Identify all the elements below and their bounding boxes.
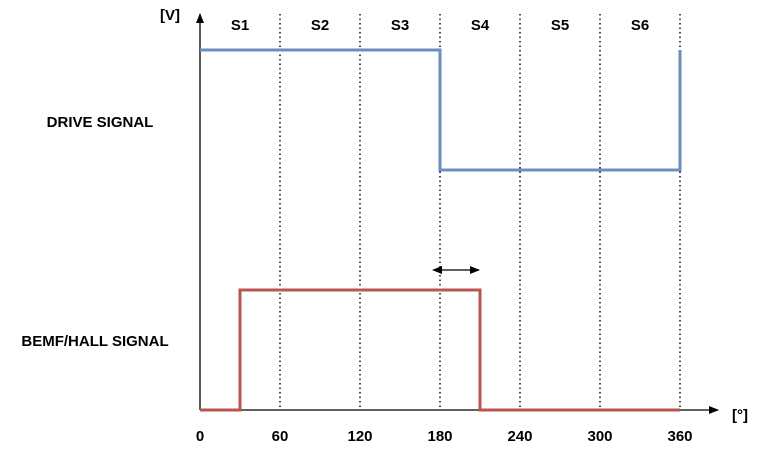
sector-labels: S1 S2 S3 S4 S5 S6: [231, 17, 649, 34]
sector-label-s4: S4: [471, 17, 490, 34]
x-tick-label-180: 180: [427, 428, 452, 445]
sector-label-s3: S3: [391, 17, 409, 34]
x-tick-label-300: 300: [587, 428, 612, 445]
series-layer: [200, 48, 682, 412]
sector-label-s6: S6: [631, 17, 649, 34]
x-tick-label-120: 120: [347, 428, 372, 445]
x-tick-label-0: 0: [196, 428, 204, 445]
series-line-2: [200, 288, 680, 412]
x-tick-label-360: 360: [667, 428, 692, 445]
x-tick-label-60: 60: [272, 428, 289, 445]
series-labels: DRIVE SIGNAL BEMF/HALL SIGNAL: [21, 114, 168, 350]
series-line-1: [200, 48, 682, 172]
y-unit-label: [V]: [160, 7, 180, 24]
series-label-2: BEMF/HALL SIGNAL: [21, 333, 168, 350]
series-label-1: DRIVE SIGNAL: [47, 114, 154, 131]
sector-label-s1: S1: [231, 17, 249, 34]
sector-label-s5: S5: [551, 17, 569, 34]
sector-label-s2: S2: [311, 17, 329, 34]
x-unit-label: [°]: [732, 407, 748, 424]
sector-divider-lines: [279, 14, 681, 410]
x-tick-label-240: 240: [507, 428, 532, 445]
x-tick-labels: 0 60 120 180 240 300 360: [196, 428, 693, 445]
